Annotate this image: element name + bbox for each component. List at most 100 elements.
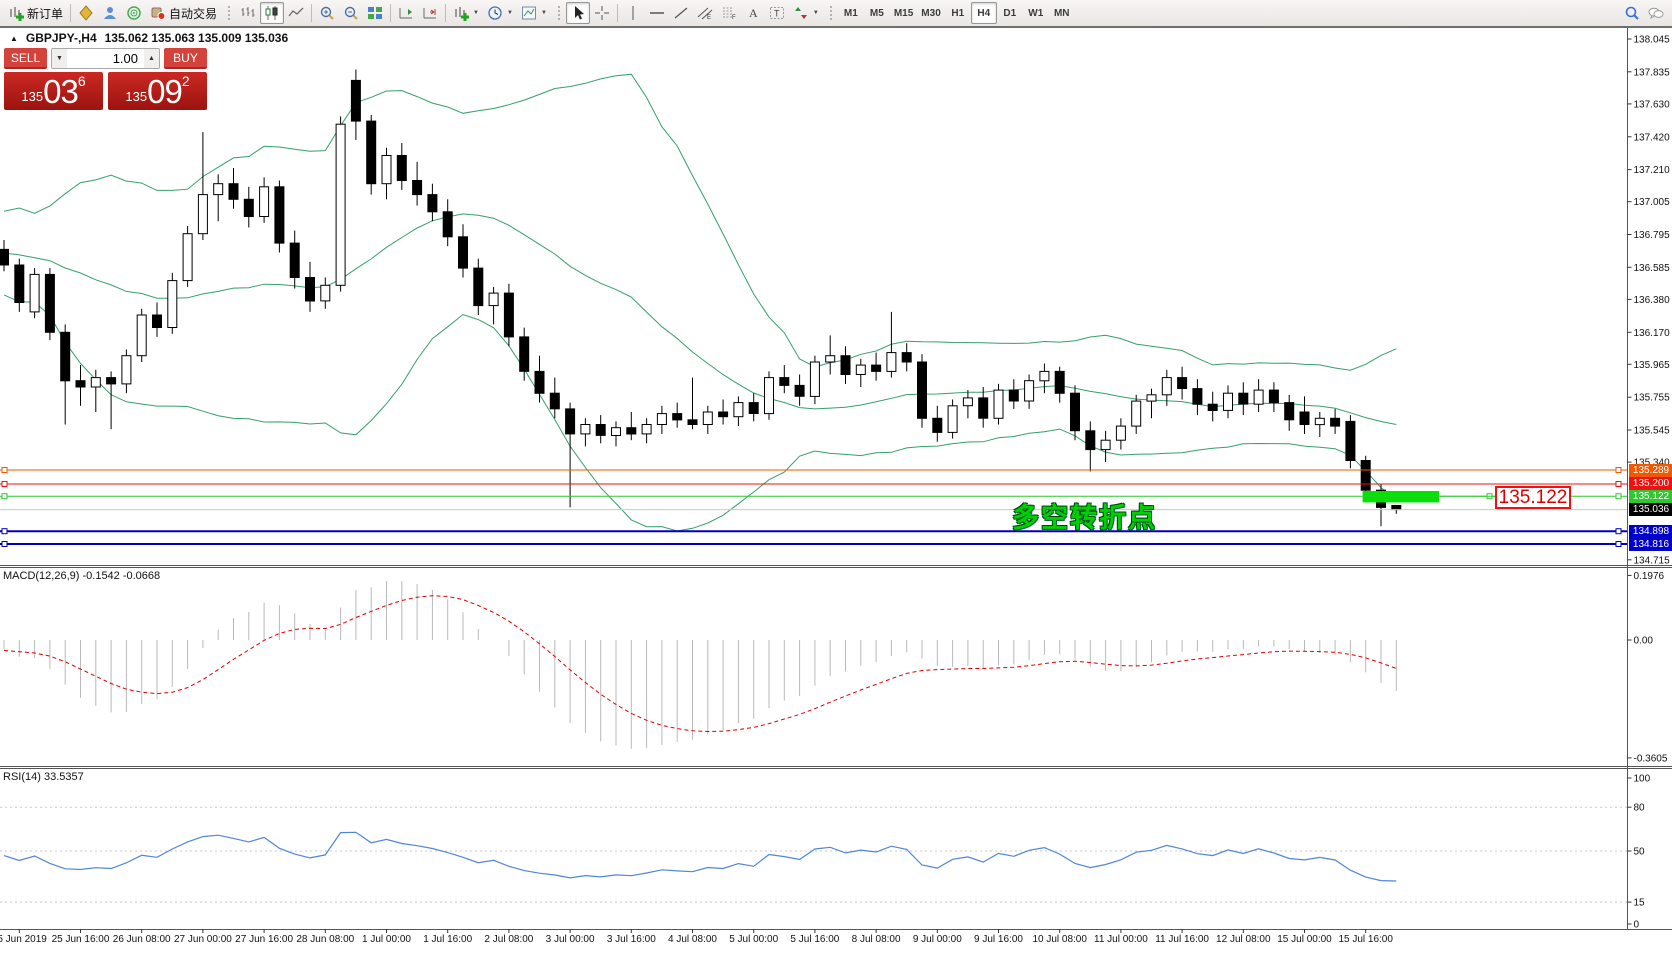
chevron-down-icon: ▼	[473, 10, 479, 16]
macd-pane-label: MACD(12,26,9) -0.1542 -0.0668	[3, 570, 161, 582]
collapse-window-icon[interactable]: ▲	[10, 33, 18, 43]
svg-text:15 Jul 16:00: 15 Jul 16:00	[1338, 934, 1393, 945]
templates-button[interactable]: ▼	[517, 2, 551, 24]
price-badge-135.200: 135.200	[1629, 477, 1672, 490]
search-icon	[1624, 5, 1640, 21]
cursor-icon	[570, 5, 586, 21]
timeframe-d1-button[interactable]: D1	[1003, 7, 1017, 19]
chat-button[interactable]	[1644, 2, 1668, 24]
signals-button[interactable]	[122, 2, 146, 24]
svg-text:-0.3605: -0.3605	[1634, 753, 1668, 764]
arrows-button[interactable]: ▼	[789, 2, 823, 24]
search-button[interactable]	[1620, 2, 1644, 24]
chevron-down-icon: ▼	[812, 10, 819, 16]
volume-decrease-button[interactable]: ▼	[52, 49, 67, 68]
horizontal-line-button[interactable]	[645, 2, 669, 24]
timeframe-m30-button[interactable]: M30	[921, 7, 941, 19]
line-chart-mode-icon	[288, 5, 304, 21]
chart-shift-icon	[398, 5, 414, 21]
trendline-button[interactable]	[669, 2, 693, 24]
price-badge-134.816: 134.816	[1629, 538, 1672, 551]
buy-price-box[interactable]: 135 09 2	[108, 72, 207, 110]
periods-button[interactable]: ▼	[483, 2, 517, 24]
timeframe-m5-button[interactable]: M5	[869, 7, 884, 19]
toolbar-grip	[828, 4, 834, 22]
trendline-icon	[673, 5, 689, 21]
cursor-button[interactable]	[565, 2, 590, 24]
new-order-label: 新订单	[27, 6, 64, 21]
timeframe-h4-button[interactable]: H4	[970, 2, 997, 24]
volume-input[interactable]	[67, 49, 144, 68]
buy-button[interactable]: BUY	[164, 48, 207, 69]
toolbar-separator	[70, 4, 72, 22]
volume-increase-button[interactable]: ▲	[144, 49, 159, 68]
zoom-in-button[interactable]	[315, 2, 339, 24]
toolbar-separator	[616, 4, 618, 22]
price-callout-box[interactable]: 135.122	[1495, 486, 1571, 509]
symbol-period-label: GBPJPY-,H4	[25, 31, 97, 45]
svg-text:5 Jul 00:00: 5 Jul 00:00	[729, 934, 778, 945]
svg-text:T: T	[774, 9, 780, 19]
svg-text:135.755: 135.755	[1634, 393, 1671, 404]
candle-chart-mode-button[interactable]	[260, 2, 285, 24]
sell-price-box[interactable]: 135 03 6	[4, 72, 103, 110]
svg-text:4 Jul 08:00: 4 Jul 08:00	[668, 934, 717, 945]
auto-scroll-button[interactable]	[418, 2, 442, 24]
price-badge-135.289: 135.289	[1629, 464, 1672, 477]
crosshair-button[interactable]	[590, 2, 614, 24]
svg-text:135.965: 135.965	[1634, 360, 1671, 371]
fibonacci-button[interactable]: F	[717, 2, 741, 24]
toolbar-grip	[227, 4, 233, 22]
text-button[interactable]: A	[741, 2, 765, 24]
new-chart-button[interactable]: ▼	[449, 2, 483, 24]
volume-spinner: ▼ ▲	[51, 48, 160, 69]
zoom-out-button[interactable]	[339, 2, 363, 24]
signals-icon	[126, 5, 142, 21]
sell-button[interactable]: SELL	[4, 48, 47, 69]
equidistant-channel-button[interactable]: E	[693, 2, 717, 24]
price-badge-134.898: 134.898	[1629, 525, 1672, 538]
svg-text:12 Jul 08:00: 12 Jul 08:00	[1216, 934, 1271, 945]
timeframe-w1-button[interactable]: W1	[1028, 7, 1044, 19]
svg-text:3 Jul 16:00: 3 Jul 16:00	[607, 934, 656, 945]
chevron-down-icon: ▼	[506, 10, 513, 16]
svg-text:1 Jul 16:00: 1 Jul 16:00	[423, 934, 472, 945]
tile-windows-button[interactable]	[363, 2, 387, 24]
auto-trading-icon	[150, 5, 166, 21]
svg-text:0: 0	[1634, 920, 1640, 931]
svg-text:135.340: 135.340	[1634, 458, 1671, 469]
quote-ohlc-label: 135.062 135.063 135.009 135.036	[104, 31, 289, 45]
fibonacci-icon: F	[721, 5, 737, 21]
svg-text:137.005: 137.005	[1634, 197, 1671, 208]
timeframe-m1-button[interactable]: M1	[843, 7, 858, 19]
chevron-down-icon: ▼	[56, 55, 63, 62]
timeframe-mn-button[interactable]: MN	[1053, 7, 1070, 19]
timeframe-h1-button[interactable]: H1	[951, 7, 965, 19]
chart-window-title: ▲ GBPJPY-,H4 135.062 135.063 135.009 135…	[7, 30, 292, 46]
vertical-line-icon	[625, 5, 641, 21]
vertical-line-button[interactable]	[621, 2, 645, 24]
svg-text:8 Jul 08:00: 8 Jul 08:00	[852, 934, 901, 945]
rsi-pane-label: RSI(14) 33.5357	[3, 771, 84, 783]
svg-text:9 Jul 16:00: 9 Jul 16:00	[974, 934, 1023, 945]
toolbar-grip	[556, 4, 562, 22]
sell-price-handle: 135	[21, 89, 44, 104]
zoom-in-icon	[319, 5, 335, 21]
crosshair-icon	[594, 5, 610, 21]
svg-text:137.630: 137.630	[1634, 99, 1671, 110]
bar-chart-mode-button[interactable]	[236, 2, 260, 24]
timeframe-m15-button[interactable]: M15	[893, 7, 914, 19]
new-order-button[interactable]: 新订单	[4, 2, 67, 24]
auto-trading-button[interactable]: 自动交易	[146, 2, 221, 24]
svg-text:2 Jul 08:00: 2 Jul 08:00	[484, 934, 533, 945]
market-watch-button[interactable]	[74, 2, 98, 24]
text-label-button[interactable]: T	[765, 2, 789, 24]
profile-button[interactable]	[98, 2, 122, 24]
tile-windows-icon	[367, 5, 383, 21]
line-chart-mode-button[interactable]	[284, 2, 308, 24]
turning-point-annotation[interactable]: 多空转折点	[1012, 503, 1157, 533]
svg-text:135.545: 135.545	[1634, 426, 1671, 437]
new-chart-icon	[453, 5, 470, 21]
chart-shift-button[interactable]	[394, 2, 418, 24]
